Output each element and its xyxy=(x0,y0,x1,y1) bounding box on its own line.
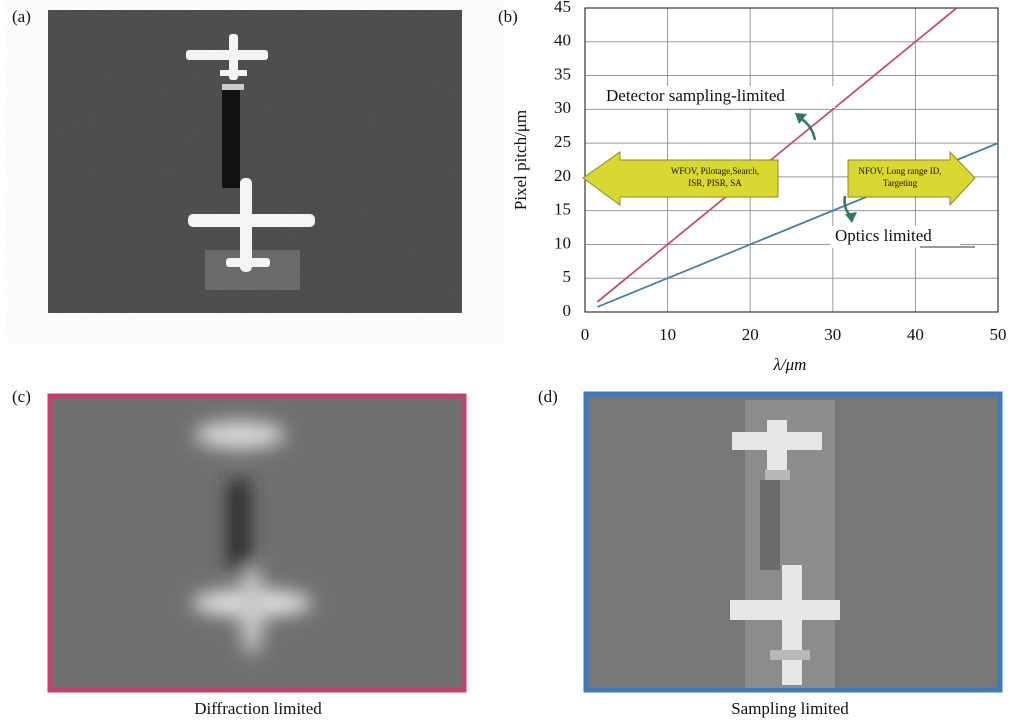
y-tick-label: 25 xyxy=(554,132,571,151)
y-tick-label: 0 xyxy=(563,301,572,320)
annotation-text: WFOV, Pilotage,Search, xyxy=(671,166,759,176)
x-tick-label: 10 xyxy=(659,325,676,344)
x-tick-label: 0 xyxy=(581,325,590,344)
chart: 0 5 10 15 20 25 30 35 40 45 0 10 20 30 40 50 Detector sa… xyxy=(554,0,1007,344)
x-tick-label: 20 xyxy=(742,325,759,344)
plot-frame xyxy=(584,7,999,313)
y-tick-label: 15 xyxy=(554,200,571,219)
annotation-arrow xyxy=(847,150,976,207)
x-axis-label: λ/μm xyxy=(773,355,807,374)
panel-label: (a) xyxy=(12,7,31,26)
y-tick-label: 5 xyxy=(563,267,572,286)
x-tick-label: 30 xyxy=(824,325,841,344)
series-label: Detector sampling-limited xyxy=(606,86,785,105)
y-tick-label: 20 xyxy=(554,166,571,185)
panel-label: (c) xyxy=(12,387,31,406)
caption: Diffraction limited xyxy=(194,699,322,718)
arrow-head xyxy=(845,212,857,223)
label-bg xyxy=(830,226,960,248)
x-tick-label: 50 xyxy=(990,325,1007,344)
x-tick-label: 40 xyxy=(907,325,924,344)
y-axis-label: Pixel pitch/μm xyxy=(511,110,530,210)
image-c xyxy=(47,393,467,693)
panel-label: (d) xyxy=(538,387,558,406)
annotation-arrow xyxy=(582,151,779,206)
arrow-head xyxy=(795,113,807,124)
annotation-text: Targeting xyxy=(883,178,918,188)
y-tick-label: 35 xyxy=(554,64,571,83)
y-tick-label: 10 xyxy=(554,233,571,252)
image-d xyxy=(583,391,1003,693)
panel-label: (b) xyxy=(498,7,518,26)
y-tick-label: 40 xyxy=(554,31,571,50)
annotation-text: ISR, PISR, SA xyxy=(688,178,742,188)
y-tick-label: 30 xyxy=(554,98,571,117)
line xyxy=(596,7,958,303)
caption: Sampling limited xyxy=(731,699,849,718)
image-a xyxy=(48,10,462,313)
y-tick-label: 45 xyxy=(554,0,571,16)
series-label: Optics limited xyxy=(835,226,932,245)
annotation-text: NFOV, Long range ID, xyxy=(858,166,941,176)
label-bg xyxy=(603,86,835,108)
